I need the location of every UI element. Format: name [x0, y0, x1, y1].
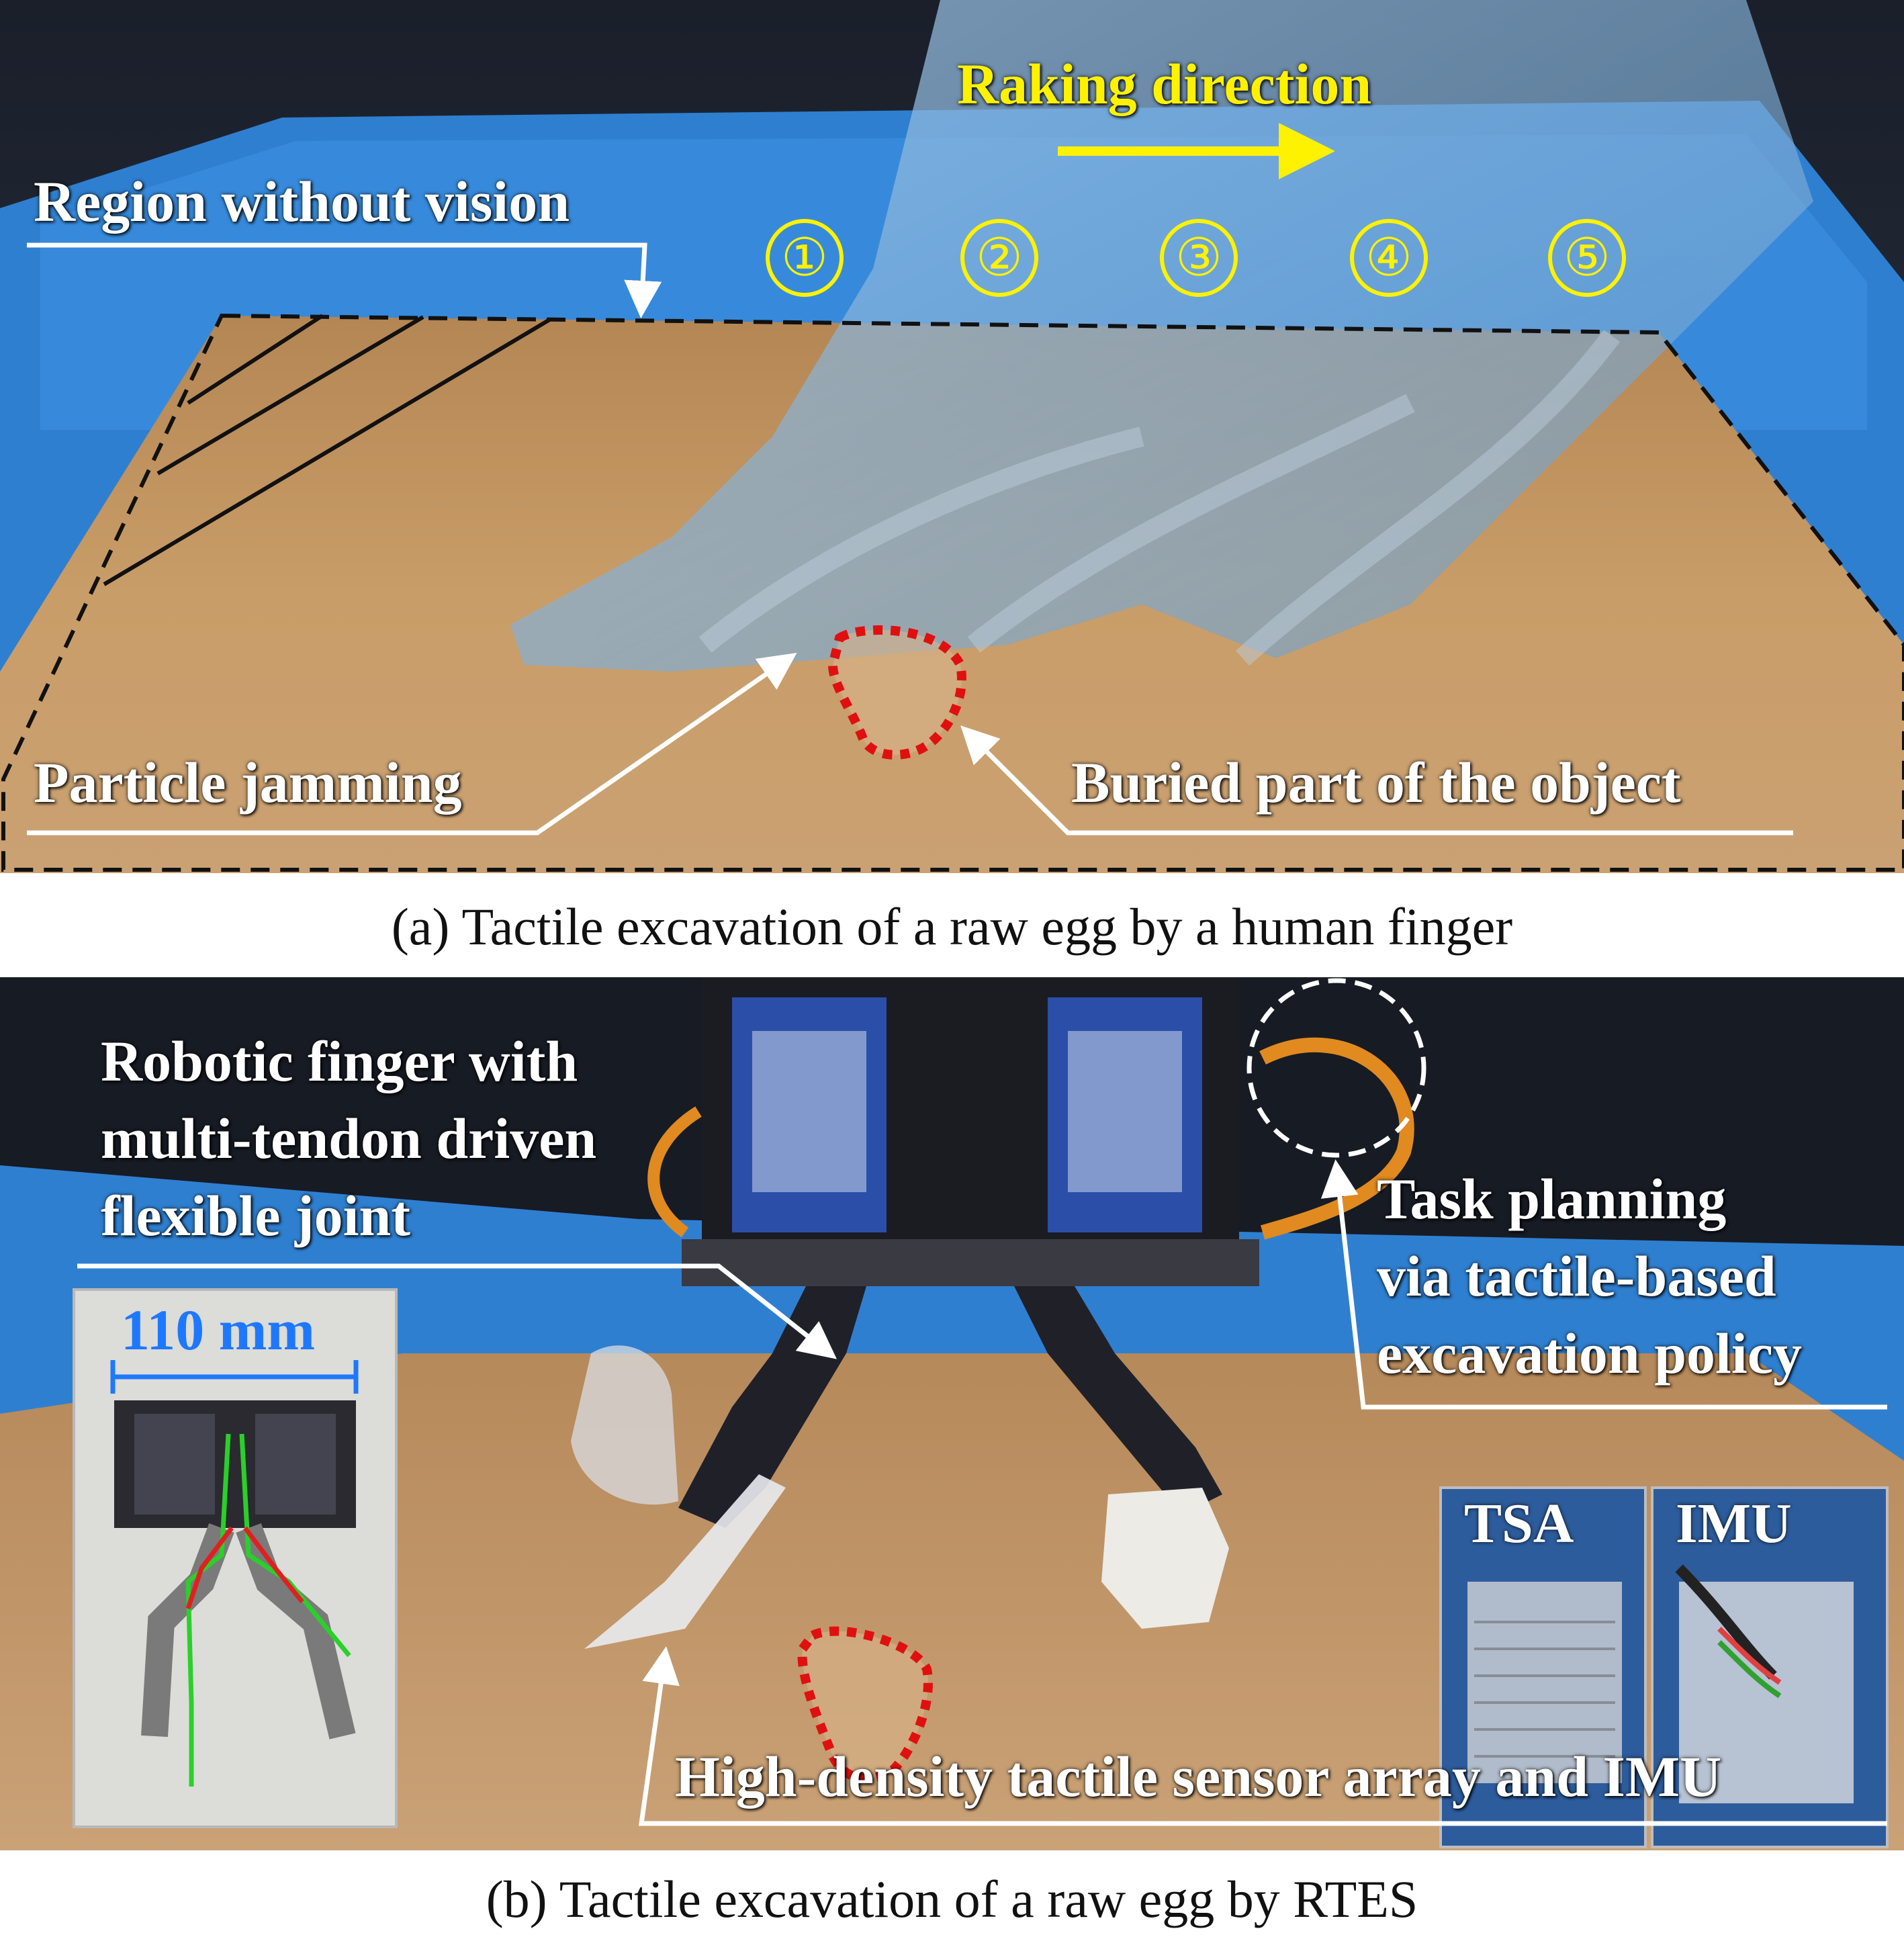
robotic-finger-label-line-1: Robotic finger with	[101, 1029, 578, 1093]
hatch-lines	[103, 314, 552, 586]
buried-pointer	[960, 725, 1793, 836]
particle-jamming-label: Particle jamming	[34, 750, 462, 815]
panel-a-photo: Raking direction ① ② ③ ④ ⑤ Region withou…	[0, 0, 1904, 873]
robotic-finger-pointer	[77, 1263, 837, 1359]
buried-part-label: Buried part of the object	[1071, 750, 1681, 815]
region-pointer	[27, 242, 662, 318]
caption-b: (b) Tactile excavation of a raw egg by R…	[486, 1870, 1418, 1928]
sensor-array-label: High-density tactile sensor array and IM…	[675, 1744, 1722, 1809]
region-without-vision-label: Region without vision	[34, 169, 570, 234]
step-1-marker: ①	[766, 219, 844, 297]
step-2-marker: ②	[960, 219, 1038, 297]
sensor-inset	[1439, 1486, 1889, 1848]
robot-gripper	[571, 977, 1414, 1649]
egg-outline-b	[797, 1626, 933, 1783]
panel-a-scene	[0, 0, 1904, 873]
task-planning-pointer	[1320, 1159, 1887, 1410]
jamming-pointer	[27, 653, 797, 836]
robotic-finger-label-line-3: flexible joint	[101, 1183, 410, 1248]
step-5-marker: ⑤	[1548, 219, 1626, 297]
step-4-marker: ④	[1350, 219, 1428, 297]
robotic-finger-label-line-2: multi-tendon driven	[101, 1106, 597, 1171]
tsa-label: TSA	[1464, 1492, 1574, 1555]
imu-label: IMU	[1676, 1492, 1792, 1555]
task-planning-label-line-2: via tactile-based	[1377, 1244, 1776, 1308]
servo-highlight-circle	[1246, 978, 1426, 1158]
panel-b-scene	[0, 977, 1904, 1850]
step-3-marker: ③	[1160, 219, 1238, 297]
sand-b	[0, 1353, 1904, 1850]
glove	[510, 0, 1813, 672]
region-boundary	[1, 313, 1904, 872]
gripper-schematic-inset	[73, 1288, 398, 1828]
task-planning-label-line-1: Task planning	[1377, 1167, 1727, 1231]
caption-a: (a) Tactile excavation of a raw egg by a…	[391, 897, 1513, 956]
dimension-label: 110 mm	[121, 1298, 316, 1362]
egg-outline	[827, 625, 966, 760]
task-planning-label-line-3: excavation policy	[1377, 1321, 1802, 1386]
sensor-pointer	[638, 1646, 1887, 1826]
panel-b-photo: Robotic finger with multi-tendon driven …	[0, 977, 1904, 1850]
raking-direction-label: Raking direction	[957, 52, 1372, 116]
